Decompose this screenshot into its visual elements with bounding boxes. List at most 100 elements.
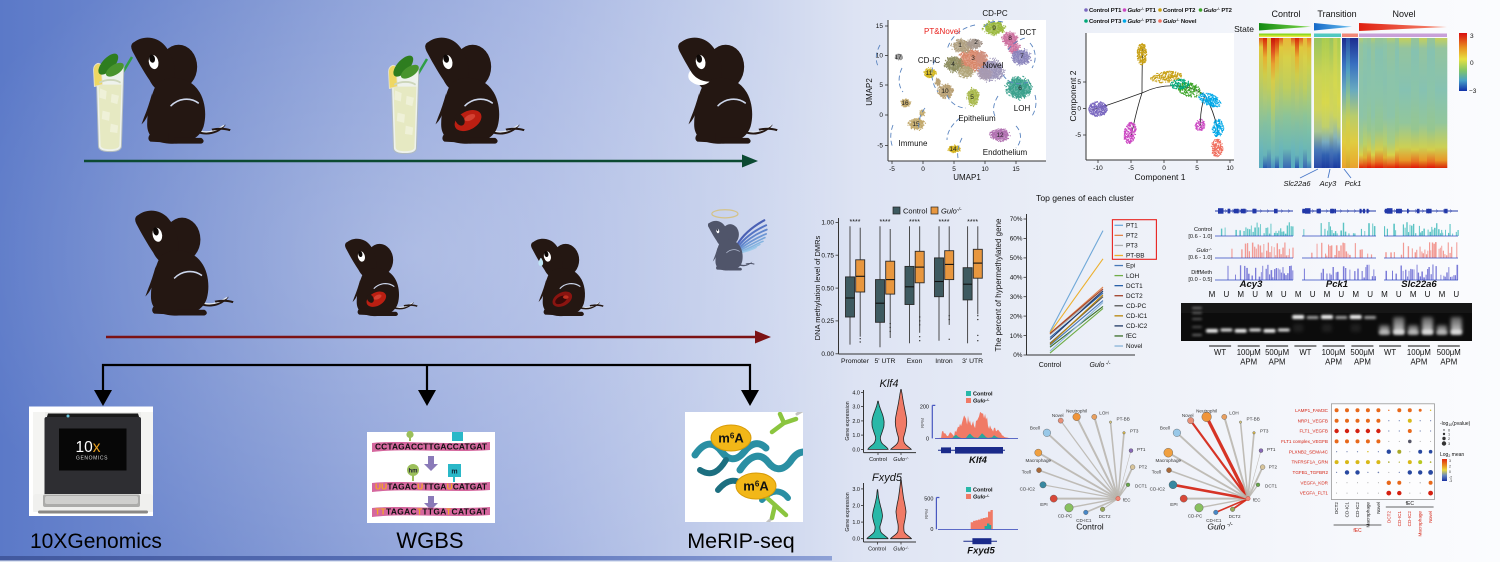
svg-text:500μM: 500μM — [1350, 348, 1374, 357]
svg-text:FLT1 complex_VEGFB: FLT1 complex_VEGFB — [1281, 439, 1328, 444]
svg-text:Gulo-/-: Gulo-/- — [893, 545, 909, 553]
svg-text:VEGFA_FLT1: VEGFA_FLT1 — [1300, 491, 1329, 496]
svg-text:Novel: Novel — [1126, 343, 1142, 350]
svg-text:PT1: PT1 — [1126, 223, 1138, 230]
svg-text:Klf4: Klf4 — [969, 455, 988, 466]
svg-text:CCTAGACCTTGACCATGAT: CCTAGACCTTGACCATGAT — [375, 442, 488, 452]
svg-text:UMAP1: UMAP1 — [953, 173, 981, 182]
svg-text:U: U — [1252, 290, 1258, 299]
svg-text:M: M — [1209, 290, 1216, 299]
svg-text:PT&Novel: PT&Novel — [924, 27, 960, 36]
svg-text:LOH: LOH — [1099, 410, 1108, 415]
svg-text:Gulo -/-: Gulo -/- — [1090, 361, 1111, 370]
svg-text:****: **** — [909, 219, 920, 226]
svg-text:EPI: EPI — [1170, 502, 1177, 507]
svg-text:Gene expression: Gene expression — [845, 492, 851, 531]
svg-text:2: 2 — [1449, 465, 1451, 469]
svg-text:12: 12 — [996, 132, 1004, 139]
svg-text:Novel: Novel — [1428, 511, 1433, 523]
svg-text:0.75: 0.75 — [821, 252, 834, 259]
svg-text:APM: APM — [1269, 358, 1286, 367]
svg-text:0: 0 — [879, 112, 883, 119]
svg-text:RPM: RPM — [924, 509, 929, 519]
svg-text:0.0: 0.0 — [852, 447, 860, 453]
svg-text:200: 200 — [920, 404, 929, 410]
svg-text:2.0: 2.0 — [852, 419, 860, 425]
svg-text:5: 5 — [1195, 165, 1199, 172]
svg-text:0%: 0% — [1013, 352, 1023, 359]
svg-text:60%: 60% — [1010, 236, 1023, 243]
svg-text:U: U — [1425, 290, 1431, 299]
svg-text:15: 15 — [876, 23, 884, 30]
svg-text:5' UTR: 5' UTR — [875, 358, 896, 365]
svg-text:Gulo-/-: Gulo-/- — [893, 456, 909, 464]
svg-text:Tcell: Tcell — [1152, 470, 1161, 475]
svg-text:EPI: EPI — [1040, 502, 1047, 507]
svg-text:Control: Control — [868, 547, 886, 553]
svg-text:U: U — [1224, 290, 1230, 299]
svg-text:Novel: Novel — [1392, 9, 1415, 19]
svg-text:Novel: Novel — [1052, 413, 1064, 418]
svg-text:APM: APM — [1440, 358, 1457, 367]
svg-text:U: U — [1310, 290, 1316, 299]
svg-text:GENOMICS: GENOMICS — [76, 456, 108, 462]
svg-text:Neutrophil: Neutrophil — [1196, 408, 1217, 413]
svg-text:Macrophage: Macrophage — [1365, 502, 1370, 528]
svg-text:DCT1: DCT1 — [1265, 483, 1277, 488]
svg-text:Log2 mean: Log2 mean — [1440, 452, 1464, 458]
svg-text:3: 3 — [1448, 442, 1450, 446]
svg-text:Transition: Transition — [1317, 9, 1356, 19]
svg-text:Gene expression: Gene expression — [845, 401, 851, 440]
svg-text:PT2: PT2 — [1126, 233, 1138, 240]
svg-text:Macrophage: Macrophage — [1418, 511, 1423, 537]
svg-text:0: 0 — [1448, 429, 1450, 433]
svg-text:Tcell: Tcell — [1022, 470, 1031, 475]
svg-text:[0.6 - 1.0]: [0.6 - 1.0] — [1188, 234, 1212, 240]
svg-text:3.0: 3.0 — [852, 405, 860, 411]
svg-text:M: M — [1237, 290, 1244, 299]
svg-text:LOH: LOH — [1229, 410, 1238, 415]
svg-text:Immune: Immune — [899, 139, 928, 148]
svg-text:Component 1: Component 1 — [1134, 172, 1185, 182]
svg-text:TNFRSF1A_GRN: TNFRSF1A_GRN — [1292, 460, 1329, 465]
svg-text:m6A: m6A — [743, 479, 769, 494]
svg-text:PLXNB2_SEMA4C: PLXNB2_SEMA4C — [1289, 449, 1329, 454]
svg-text:500μM: 500μM — [1265, 348, 1289, 357]
svg-text:-2: -2 — [1449, 476, 1452, 480]
svg-text:CD-PC: CD-PC — [982, 9, 1008, 18]
svg-text:U: U — [1396, 290, 1402, 299]
svg-text:CD-IC2: CD-IC2 — [1126, 323, 1148, 330]
svg-text:PT-BB: PT-BB — [1117, 417, 1130, 422]
svg-text:2.0: 2.0 — [852, 504, 860, 510]
svg-text:Fxyd5: Fxyd5 — [872, 472, 903, 484]
svg-text:-log10(pvalue): -log10(pvalue) — [1440, 421, 1471, 427]
svg-text:DCT2: DCT2 — [1386, 511, 1391, 523]
svg-text:The percent of hypermethylated: The percent of hypermethylated gene — [994, 218, 1003, 352]
svg-text:-5: -5 — [1075, 132, 1081, 139]
svg-text:Gulo-/-: Gulo-/- — [941, 207, 962, 216]
svg-text:M: M — [1410, 290, 1417, 299]
svg-text:fEC: fEC — [1353, 528, 1362, 534]
svg-text:Control PT1: Control PT1 — [1089, 8, 1122, 14]
svg-text:Gulo -/-: Gulo -/- — [1207, 522, 1232, 532]
svg-text:10: 10 — [981, 166, 989, 173]
svg-text:WT: WT — [1384, 348, 1396, 357]
svg-text:U: U — [1338, 290, 1344, 299]
svg-text:Gulo-/-: Gulo-/- — [973, 493, 990, 501]
svg-text:PT1: PT1 — [1267, 447, 1276, 452]
svg-text:M: M — [1352, 290, 1359, 299]
svg-text:1: 1 — [958, 42, 962, 49]
svg-text:M: M — [1324, 290, 1331, 299]
svg-text:Top genes of each cluster: Top genes of each cluster — [1036, 193, 1134, 203]
svg-text:1.0: 1.0 — [852, 520, 860, 526]
svg-text:CD-IC1: CD-IC1 — [1206, 518, 1222, 523]
svg-text:0: 0 — [1470, 60, 1474, 67]
svg-text:U: U — [1367, 290, 1373, 299]
svg-text:LOH: LOH — [1014, 104, 1031, 113]
svg-text:30%: 30% — [1010, 294, 1023, 301]
svg-text:RPM: RPM — [920, 418, 925, 428]
svg-text:Fxyd5: Fxyd5 — [967, 546, 995, 557]
svg-text:M: M — [1266, 290, 1273, 299]
svg-text:2: 2 — [1448, 437, 1450, 441]
svg-text:1: 1 — [1448, 433, 1450, 437]
